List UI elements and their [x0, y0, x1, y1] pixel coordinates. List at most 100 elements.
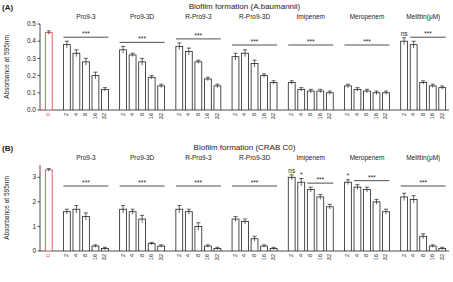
error-cap: [384, 209, 388, 210]
error-cap: [177, 42, 181, 43]
error-cap: [318, 194, 322, 195]
error-cap: [346, 84, 350, 85]
error-cap: [84, 58, 88, 59]
group-label: R-Pro9-3D: [239, 13, 270, 20]
group-label: Melittin(μM): [406, 13, 440, 21]
error-bar: [151, 76, 152, 79]
x-tick-label: 4: [129, 113, 135, 116]
error-cap: [355, 87, 359, 88]
bar: [73, 53, 80, 110]
error-bar: [404, 38, 405, 45]
group-label: R-Pro9-3D: [239, 154, 270, 161]
bar: [429, 86, 436, 110]
x-tick-label: 16: [92, 254, 98, 260]
error-cap: [431, 84, 435, 85]
error-cap: [140, 215, 144, 216]
error-bar: [301, 88, 302, 91]
x-tick-label: 8: [82, 113, 88, 116]
error-cap: [206, 244, 210, 245]
x-tick-label: 8: [82, 254, 88, 257]
y-tick-label: 3: [32, 173, 36, 180]
error-cap: [74, 49, 78, 50]
significance: ***: [307, 38, 315, 45]
error-cap: [299, 178, 303, 179]
panel-label: (A): [2, 3, 13, 12]
error-bar: [423, 81, 424, 84]
bar: [354, 187, 361, 251]
significance: ***: [82, 30, 90, 37]
error-bar: [254, 236, 255, 241]
x-tick-label: 2: [63, 113, 69, 116]
y-tick: [38, 41, 41, 42]
bar: [92, 76, 99, 110]
x-tick-label: 2: [288, 254, 294, 257]
bar: [158, 86, 165, 110]
x-tick-label: 2: [232, 113, 238, 116]
error-cap: [215, 247, 219, 248]
panel: (A)Biofilm formation (A.baumannii)Absorb…: [2, 2, 449, 119]
x-tick-label: 0: [45, 254, 51, 257]
bar: [420, 82, 427, 110]
x-tick-label: 4: [298, 254, 304, 257]
x-tick-label: 16: [429, 113, 435, 119]
group-label: Meropenem: [350, 154, 385, 162]
x-tick-label: 32: [382, 113, 388, 119]
bar: [232, 219, 239, 251]
y-tick-label: 0.5: [27, 20, 36, 27]
error-cap: [346, 179, 350, 180]
error-cap: [187, 48, 191, 49]
error-cap: [262, 73, 266, 74]
x-tick-label: 32: [101, 113, 107, 119]
x-tick-label: 16: [373, 254, 379, 260]
bar: [82, 217, 89, 251]
significance: ***: [251, 179, 259, 186]
error-bar: [179, 206, 180, 213]
y-tick-label: 0: [32, 247, 36, 254]
error-cap: [252, 236, 256, 237]
marks: [45, 31, 445, 110]
error-cap: [196, 60, 200, 61]
group-label: Imipenem: [296, 13, 325, 21]
x-tick-label: 2: [176, 113, 182, 116]
error-bar: [48, 169, 49, 171]
x-tick-label: 8: [420, 254, 426, 257]
group-label: Pro9-3: [76, 13, 96, 20]
error-cap: [421, 80, 425, 81]
error-bar: [347, 180, 348, 185]
error-bar: [320, 194, 321, 199]
error-cap: [384, 91, 388, 92]
error-cap: [215, 84, 219, 85]
x-tick-label: 8: [139, 113, 145, 116]
x-tick-label: 16: [204, 254, 210, 260]
error-bar: [329, 91, 330, 94]
bar: [354, 89, 361, 110]
error-cap: [74, 205, 78, 206]
x-tick-label: 16: [204, 113, 210, 119]
y-axis: [40, 24, 41, 110]
x-tick-label: 32: [101, 254, 107, 260]
error-bar: [413, 196, 414, 203]
significance: ns: [288, 167, 296, 174]
x-tick-label: 32: [214, 113, 220, 119]
error-cap: [365, 187, 369, 188]
error-cap: [440, 85, 444, 86]
error-cap: [131, 53, 135, 54]
error-cap: [290, 80, 294, 81]
x-tick-label: 16: [317, 254, 323, 260]
error-bar: [320, 89, 321, 92]
group-label: R-Pro9-3: [185, 154, 212, 161]
x-tick-label: 8: [307, 254, 313, 257]
error-bar: [366, 187, 367, 192]
x-tick-label: 16: [429, 254, 435, 260]
error-cap: [159, 244, 163, 245]
significance: ***: [138, 35, 146, 42]
error-cap: [177, 205, 181, 206]
error-cap: [93, 72, 97, 73]
error-bar: [376, 199, 377, 204]
significance: ***: [419, 179, 427, 186]
bar: [251, 64, 258, 110]
error-bar: [132, 53, 133, 56]
bar: [383, 93, 390, 110]
y-tick: [38, 177, 41, 178]
x-tick-label: 4: [241, 113, 247, 116]
